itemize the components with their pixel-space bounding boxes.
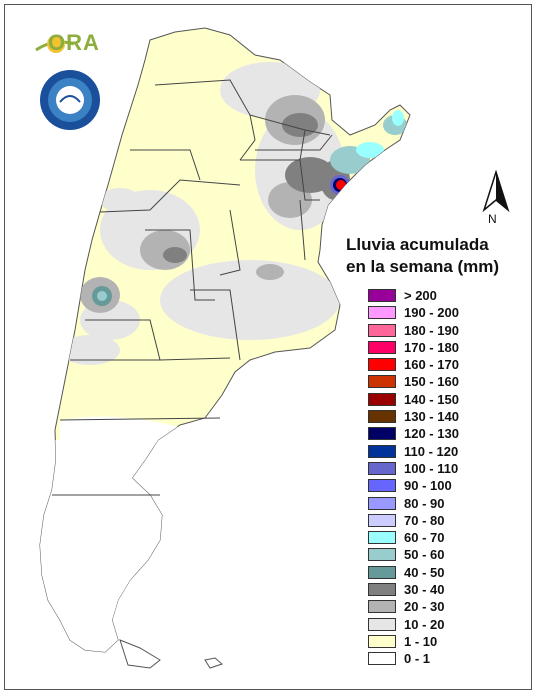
- legend-swatch: [368, 289, 396, 302]
- legend-label: 120 - 130: [404, 426, 459, 442]
- legend-label: 130 - 140: [404, 409, 459, 425]
- legend-label: 190 - 200: [404, 305, 459, 321]
- legend-swatch: [368, 461, 396, 475]
- legend-swatch: [368, 340, 396, 354]
- legend-label: 90 - 100: [404, 478, 452, 494]
- tierra-del-fuego: [119, 639, 161, 669]
- legend-swatch: [368, 306, 396, 320]
- legend-title-line1: Lluvia acumulada: [346, 235, 489, 254]
- legend-swatch: [368, 565, 396, 579]
- legend-label: 80 - 90: [404, 495, 445, 511]
- legend-swatch: [368, 634, 396, 648]
- legend-label: 0 - 1: [404, 651, 431, 667]
- legend-swatch: [368, 410, 396, 424]
- legend-label: 30 - 40: [404, 582, 445, 598]
- legend-label: 150 - 160: [404, 374, 459, 390]
- legend-title-line2: en la semana (mm): [346, 257, 500, 276]
- legend-swatch: [368, 548, 396, 562]
- ora-logo-text: ORA: [48, 30, 100, 55]
- legend-label: 1 - 10: [404, 633, 438, 649]
- legend-label: 170 - 180: [404, 339, 459, 355]
- legend-label: 70 - 80: [404, 512, 445, 528]
- legend-swatch: [368, 652, 396, 666]
- ora-logo-icon: [35, 35, 75, 53]
- malvinas-islands: [204, 657, 223, 669]
- legend-swatch: [368, 583, 396, 597]
- legend-label: 60 - 70: [404, 530, 445, 546]
- legend-swatch: [368, 600, 396, 614]
- north-label: N: [488, 212, 497, 226]
- legend-label: 160 - 170: [404, 357, 459, 373]
- legend-label: 180 - 190: [404, 322, 459, 338]
- legend-swatch: [368, 392, 396, 406]
- legend-label: 40 - 50: [404, 564, 445, 580]
- legend-swatch: [368, 375, 396, 389]
- legend-title: Lluvia acumulada en la semana (mm): [346, 234, 499, 278]
- legend-swatch: [368, 479, 396, 493]
- legend-swatch: [368, 323, 396, 337]
- north-arrow-icon: [482, 170, 510, 213]
- legend-label: 50 - 60: [404, 547, 445, 563]
- legend-swatch: [368, 531, 396, 545]
- smn-seal-icon: [40, 70, 100, 130]
- legend-label: 10 - 20: [404, 616, 445, 632]
- legend-label: > 200: [404, 288, 437, 303]
- legend-label: 100 - 110: [404, 460, 459, 476]
- legend-swatch: [368, 617, 396, 631]
- map-frame: [4, 4, 532, 690]
- legend-label: 20 - 30: [404, 599, 445, 615]
- legend-swatch: [368, 444, 396, 458]
- legend-swatch: [368, 427, 396, 441]
- legend-swatch: [368, 513, 396, 527]
- legend-swatch: [368, 496, 396, 510]
- province-borders: [52, 79, 333, 496]
- legend-swatch: [368, 358, 396, 372]
- legend-label: 140 - 150: [404, 391, 459, 407]
- legend-label: 110 - 120: [404, 443, 459, 459]
